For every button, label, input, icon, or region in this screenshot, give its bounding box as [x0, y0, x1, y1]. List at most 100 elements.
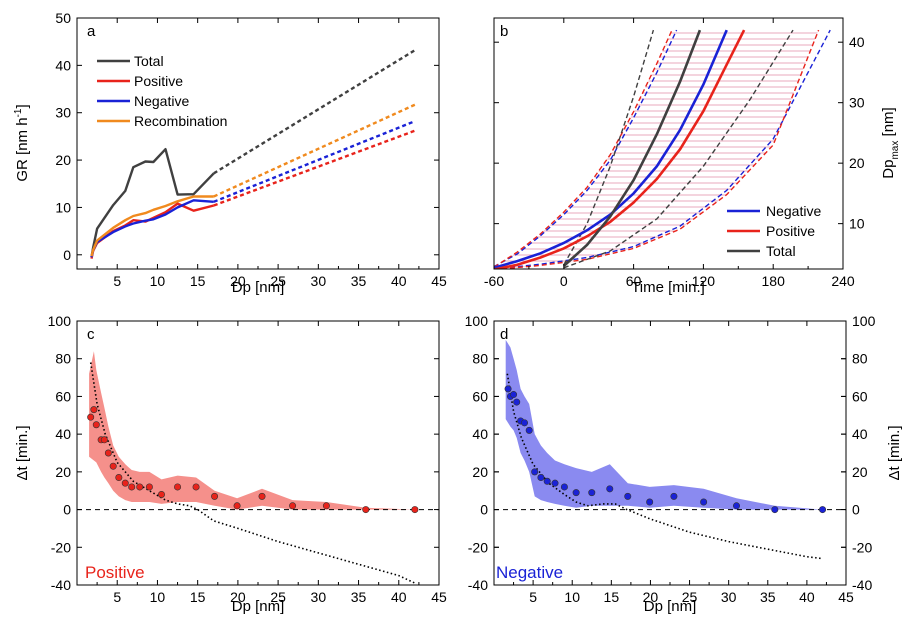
- panel-a-plot-area: [90, 49, 416, 259]
- panel-d-y-ticks-left: -40 -20 0 20 40 60 80 100: [465, 313, 846, 593]
- panel-d-data-point: [504, 385, 512, 393]
- panel-c-y-axis-label: Δt [min.]: [14, 425, 31, 480]
- y-tick-label: 40: [55, 57, 71, 73]
- y-tick-label: 80: [852, 351, 868, 367]
- y-tick-label: 20: [849, 155, 865, 171]
- panel-d-data-point: [525, 426, 533, 434]
- panel-d-y-ticks-right: -40 -20 0 20 40 60 80 100: [494, 313, 876, 593]
- panel-c-data-point: [87, 413, 95, 421]
- x-tick-label: -60: [484, 273, 504, 289]
- legend-label-negative: Negative: [134, 93, 189, 109]
- x-tick-label: 5: [529, 589, 537, 605]
- panel-d-negative-delta-t-chart: 5 10 15 20 25 30 35 40 45 -40 -20 0 20 40 60 80 100 -40…: [465, 313, 903, 615]
- panel-b-y-ticks: 10 20 30 40: [494, 34, 865, 232]
- x-tick-label: 0: [560, 273, 568, 289]
- panel-d-trend-line: [506, 373, 823, 560]
- panel-d-x-axis-label: Dp [nm]: [644, 598, 697, 615]
- panel-d-data-point: [531, 468, 539, 476]
- y-tick-label: 40: [852, 426, 868, 442]
- y-tick-label: -20: [852, 539, 872, 555]
- legend-label-recombination: Recombination: [134, 113, 227, 129]
- y-tick-label: 30: [849, 95, 865, 111]
- legend-label-total: Total: [766, 243, 796, 259]
- panel-d-data-point: [537, 474, 545, 482]
- x-tick-label: 45: [431, 589, 447, 605]
- x-tick-label: 40: [391, 589, 407, 605]
- y-tick-label: 0: [852, 502, 860, 518]
- panel-d-data-point: [513, 398, 521, 406]
- y-tick-label: 40: [472, 426, 488, 442]
- panel-c-data-point: [92, 421, 100, 429]
- panel-c-data-point: [157, 490, 165, 498]
- y-tick-label: -20: [51, 539, 71, 555]
- series-line-total: [562, 29, 702, 267]
- panel-b-x-axis-label: Time [min.]: [631, 279, 705, 296]
- panel-c-data-point: [115, 474, 123, 482]
- panel-d-uncertainty-band: [505, 339, 823, 510]
- panel-d-data-point: [560, 483, 568, 491]
- panel-c-plot-area: [77, 351, 439, 584]
- x-tick-label: 5: [113, 273, 121, 289]
- y-tick-label: 40: [849, 34, 865, 50]
- panel-d-data-point: [551, 479, 559, 487]
- series-line-recombination: [90, 195, 214, 257]
- panel-c-uncertainty-band: [89, 351, 415, 510]
- panel-a-y-axis-label: GR [nm h-1]: [13, 104, 31, 181]
- x-tick-label: 25: [270, 589, 286, 605]
- x-tick-label: 25: [682, 589, 698, 605]
- panel-c-data-point: [100, 436, 108, 444]
- y-tick-label: 80: [55, 351, 71, 367]
- panel-d-data-point: [606, 485, 614, 493]
- x-tick-label: 20: [643, 589, 659, 605]
- panel-c-x-ticks: 5 10 15 20 25 30 35 40 45: [96, 321, 447, 605]
- x-tick-label: 30: [311, 589, 327, 605]
- y-tick-label: -20: [468, 539, 488, 555]
- series-line-total: [90, 148, 215, 258]
- panel-c-data-point: [128, 483, 136, 491]
- panel-b-x-ticks: -60 0 60 120 180 240: [484, 18, 855, 289]
- y-tick-label: 80: [472, 351, 488, 367]
- y-tick-label: 0: [63, 247, 71, 263]
- x-tick-label: 25: [270, 273, 286, 289]
- x-tick-label: 15: [190, 589, 206, 605]
- panel-c-data-point: [362, 506, 370, 514]
- y-tick-label: 10: [849, 216, 865, 232]
- panel-c-data-point: [192, 483, 200, 491]
- panel-a-legend: Total Positive Negative Recombination: [97, 53, 227, 129]
- x-tick-label: 5: [113, 589, 121, 605]
- x-tick-label: 35: [351, 589, 367, 605]
- y-tick-label: 50: [55, 10, 71, 26]
- extrapolation-line-recombination: [213, 103, 416, 198]
- x-tick-label: 240: [831, 273, 855, 289]
- panel-d-y-axis-label: Δt [min.]: [886, 425, 903, 480]
- panel-c-data-point: [289, 502, 297, 510]
- legend-label-positive: Positive: [766, 223, 815, 239]
- x-tick-label: 40: [391, 273, 407, 289]
- extrapolation-line-positive: [213, 129, 416, 207]
- panel-a-frame: [76, 17, 440, 270]
- panel-c-y-ticks: -40 -20 0 20 40 60 80 100: [48, 313, 439, 593]
- uncertainty-hatch-region: [494, 30, 819, 269]
- y-tick-label: 60: [55, 388, 71, 404]
- panel-d-plot-area: [494, 339, 846, 560]
- panel-c-positive-delta-t-chart: 5 10 15 20 25 30 35 40 45 -40 -20 0 20 40 60 80 100 c P…: [14, 313, 447, 615]
- y-tick-label: 10: [55, 199, 71, 215]
- y-tick-label: 0: [480, 502, 488, 518]
- x-tick-label: 10: [564, 589, 580, 605]
- x-tick-label: 120: [692, 273, 716, 289]
- x-tick-label: 60: [626, 273, 642, 289]
- panel-c-x-axis-label: Dp [nm]: [232, 598, 285, 615]
- x-tick-label: 30: [311, 273, 327, 289]
- panel-a-y-ticks: 0 10 20 30 40 50: [55, 10, 439, 263]
- x-tick-label: 10: [150, 589, 166, 605]
- y-tick-label: 20: [55, 152, 71, 168]
- legend-label-positive: Positive: [134, 73, 183, 89]
- panel-d-data-point: [700, 498, 708, 506]
- panel-d-letter: d: [500, 326, 508, 343]
- band-lower-positive: [494, 29, 820, 269]
- panel-c-data-point: [322, 502, 330, 510]
- x-tick-label: 35: [351, 273, 367, 289]
- panel-a-x-axis-label: Dp [nm]: [232, 279, 285, 296]
